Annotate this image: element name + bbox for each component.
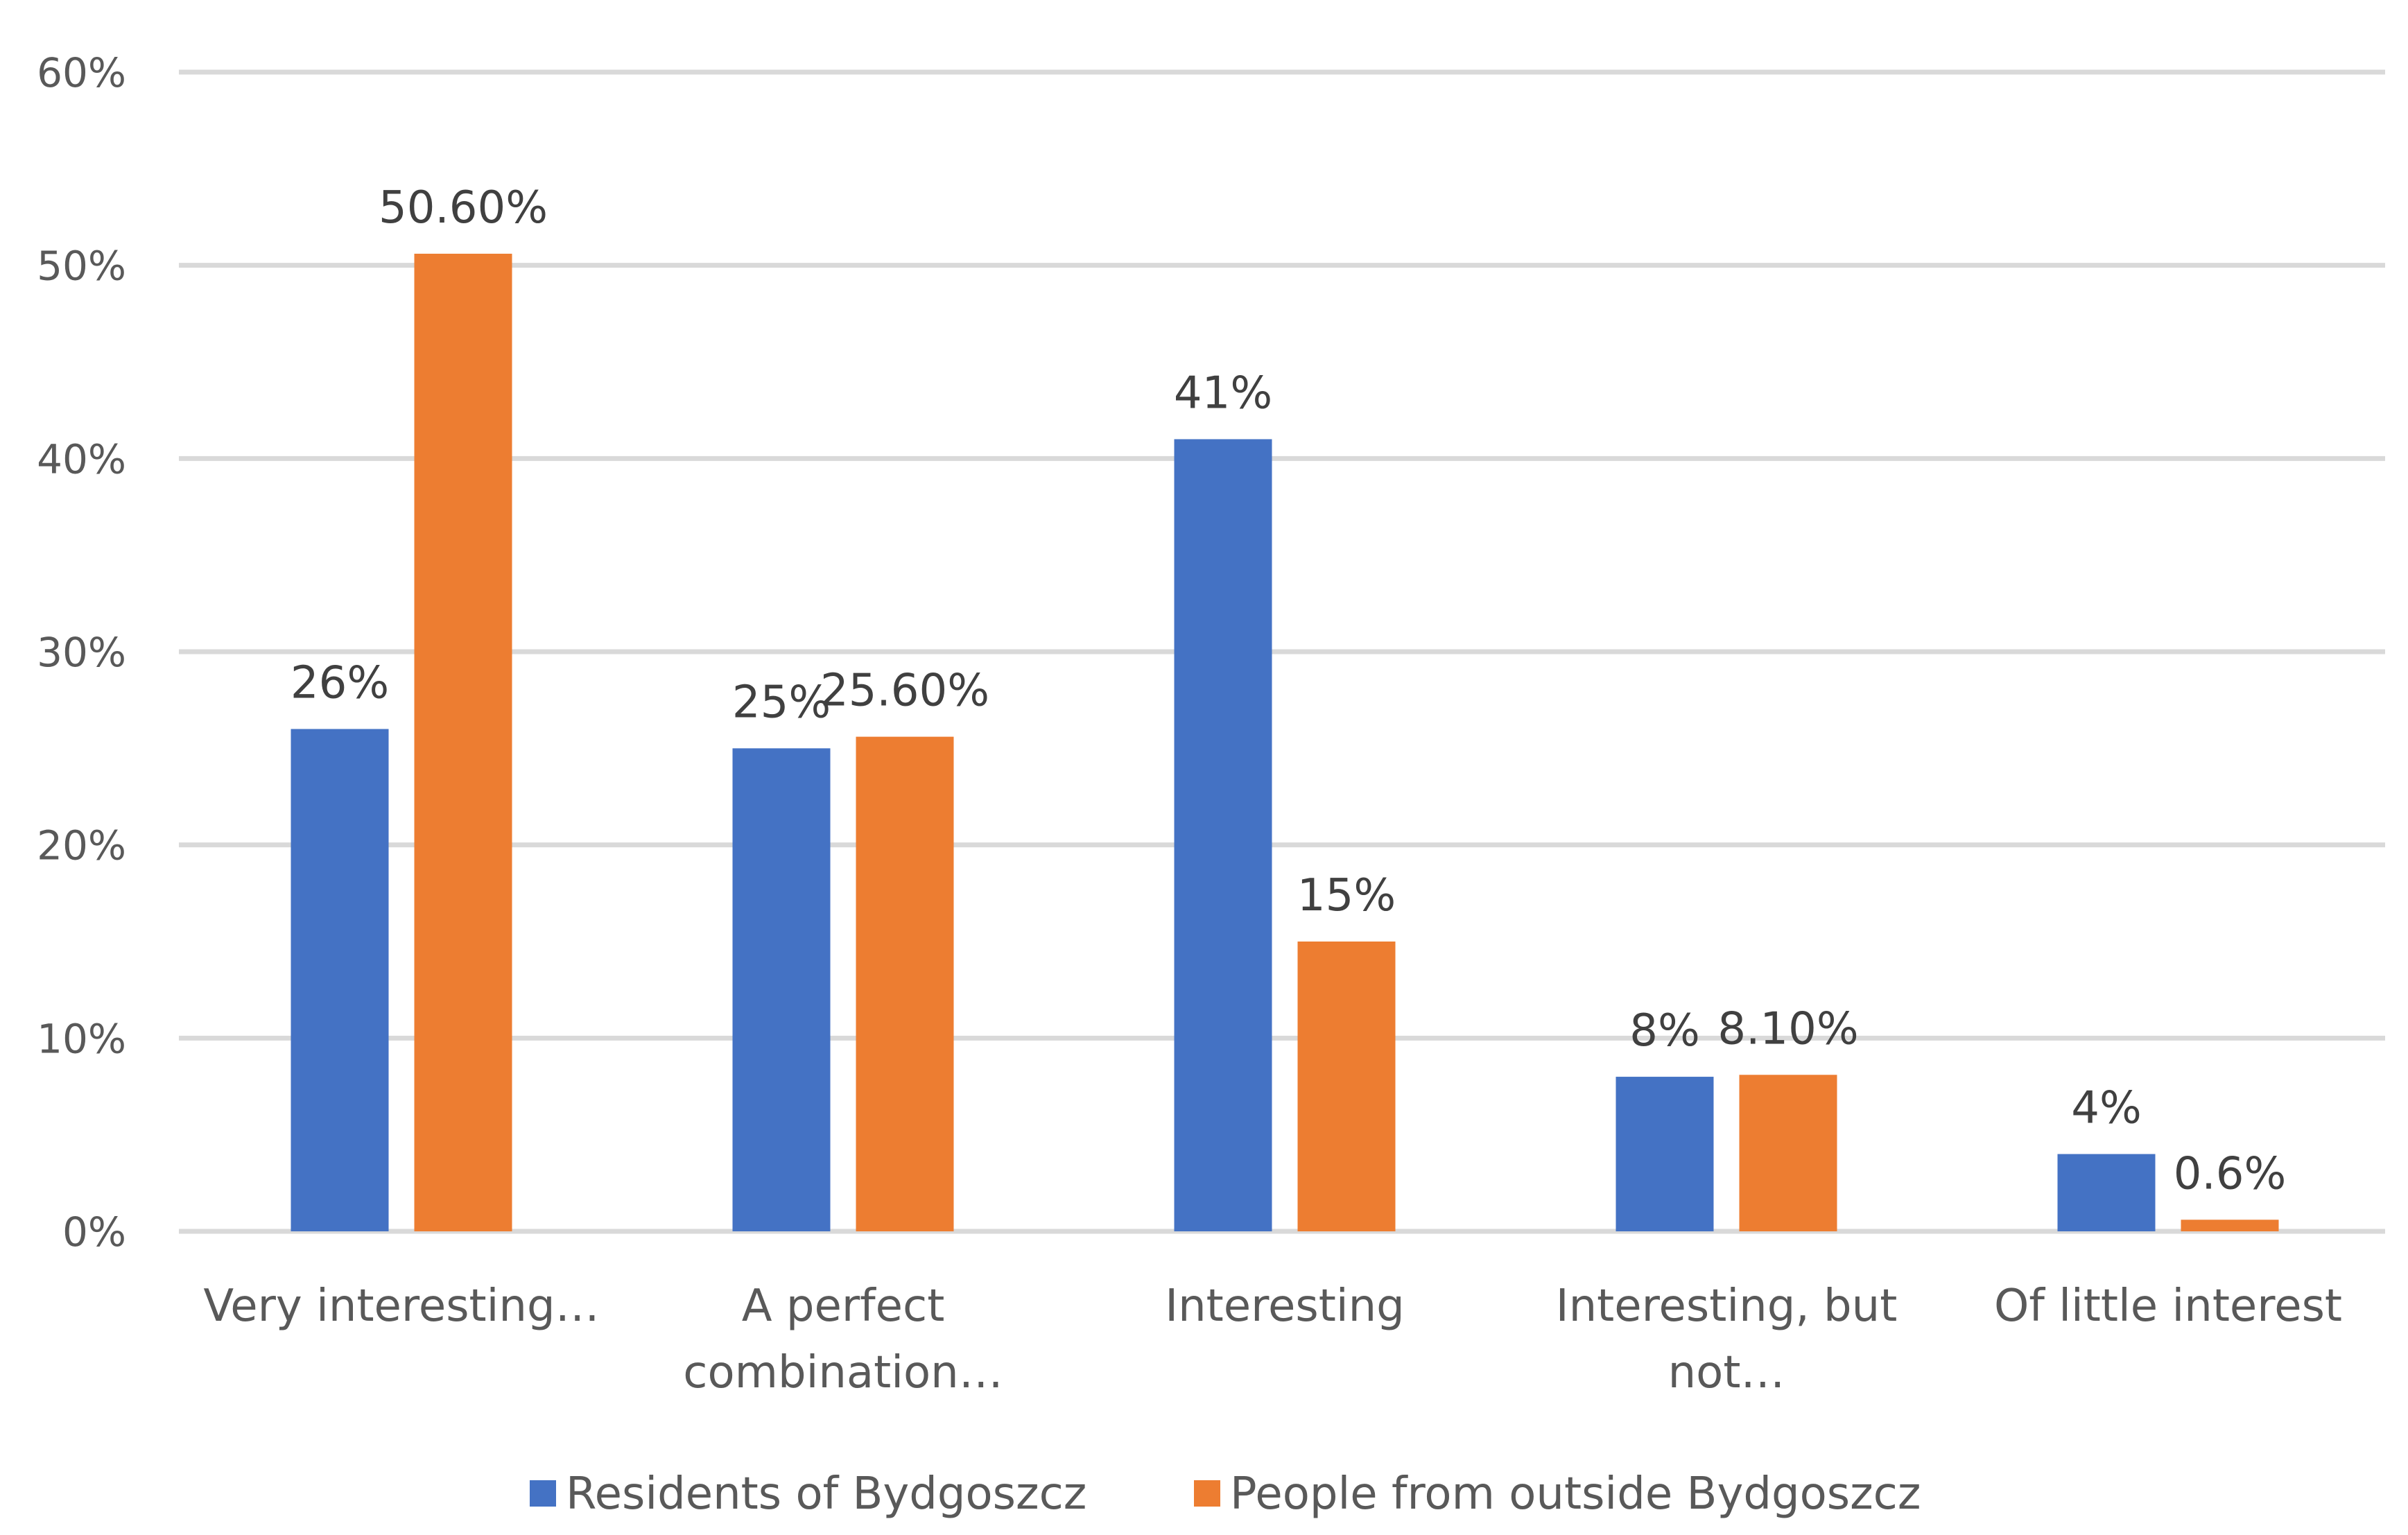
bar [291, 729, 389, 1231]
y-tick-label: 0% [62, 1208, 126, 1256]
x-tick-label: Very interesting… [203, 1281, 599, 1332]
y-tick-label: 60% [37, 49, 126, 96]
bar [1174, 439, 1272, 1231]
legend-label: People from outside Bydgoszcz [1230, 1468, 1921, 1520]
bar [2181, 1220, 2279, 1231]
data-label: 50.60% [379, 182, 548, 234]
bars [291, 253, 2279, 1231]
data-label: 8% [1629, 1005, 1700, 1057]
legend-swatch [530, 1480, 556, 1507]
legend-swatch [1194, 1480, 1220, 1507]
gridlines [179, 69, 2385, 1234]
x-tick-label: Of little interest [1994, 1281, 2342, 1332]
data-label: 15% [1297, 870, 1396, 921]
data-label: 25% [732, 677, 831, 728]
bar [1297, 942, 1396, 1231]
data-label: 8.10% [1717, 1003, 1858, 1055]
bar [732, 748, 831, 1231]
data-label: 4% [2071, 1083, 2142, 1134]
x-tick-label: Interesting [1165, 1281, 1405, 1332]
legend-label: Residents of Bydgoszcz [566, 1468, 1086, 1520]
y-tick-label: 50% [37, 243, 126, 290]
data-label: 41% [1174, 367, 1272, 419]
bar [1739, 1075, 1837, 1231]
y-tick-label: 10% [37, 1015, 126, 1062]
bar [2057, 1154, 2156, 1231]
data-label: 0.6% [2174, 1148, 2287, 1199]
x-axis-categories: Very interesting… A perfect combination… In… [203, 1281, 2342, 1398]
legend: Residents of Bydgoszcz People from outsid… [530, 1468, 1921, 1520]
x-tick-label: Interesting, but not… [1556, 1281, 1898, 1398]
y-axis-ticks: 0% 10% 20% 30% 40% 50% 60% [37, 49, 126, 1256]
y-tick-label: 40% [37, 435, 126, 483]
y-tick-label: 20% [37, 822, 126, 869]
data-labels: 26% 50.60% 25%25.60% 41% 15% 8% 8.10% 4% 0.6% [291, 182, 2286, 1199]
data-label: 25.60% [820, 666, 989, 717]
bar [1616, 1077, 1714, 1231]
x-tick-label: A perfect combination… [683, 1281, 1003, 1398]
bar [414, 253, 512, 1231]
data-label: 26% [291, 657, 389, 709]
bar [856, 736, 954, 1231]
y-tick-label: 30% [37, 629, 126, 676]
